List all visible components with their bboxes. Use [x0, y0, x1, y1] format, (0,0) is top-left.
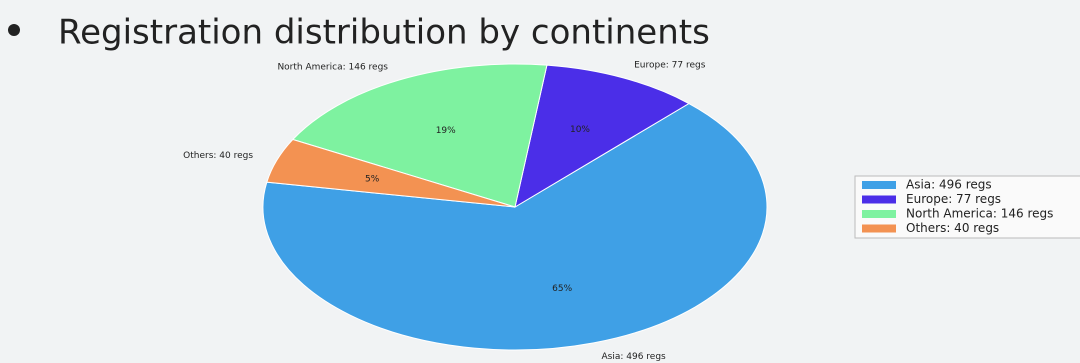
legend-label: North America: 146 regs — [906, 207, 1053, 221]
percent-label: 65% — [552, 284, 572, 294]
legend-label: Asia: 496 regs — [906, 178, 992, 192]
bullet — [8, 24, 20, 36]
chart-title: Registration distribution by continents — [58, 13, 710, 53]
legend-label: Europe: 77 regs — [906, 192, 1001, 206]
legend-swatch — [862, 210, 896, 218]
pie-slice — [266, 138, 516, 208]
slice-label: Others: 40 regs — [183, 151, 253, 161]
pie-slice — [291, 63, 548, 208]
legend-swatch — [862, 195, 896, 204]
pie-slice — [262, 102, 768, 351]
slice-label: Europe: 77 regs — [634, 60, 706, 70]
pie-slice — [514, 64, 690, 209]
percent-label: 5% — [365, 174, 380, 184]
slice-label: Asia: 496 regs — [601, 352, 666, 362]
legend-label: Others: 40 regs — [906, 221, 999, 235]
legend-swatch — [862, 181, 896, 189]
percent-label: 10% — [570, 125, 590, 135]
percent-label: 19% — [436, 126, 456, 136]
slice-label: North America: 146 regs — [277, 63, 388, 73]
legend-swatch — [862, 224, 896, 233]
